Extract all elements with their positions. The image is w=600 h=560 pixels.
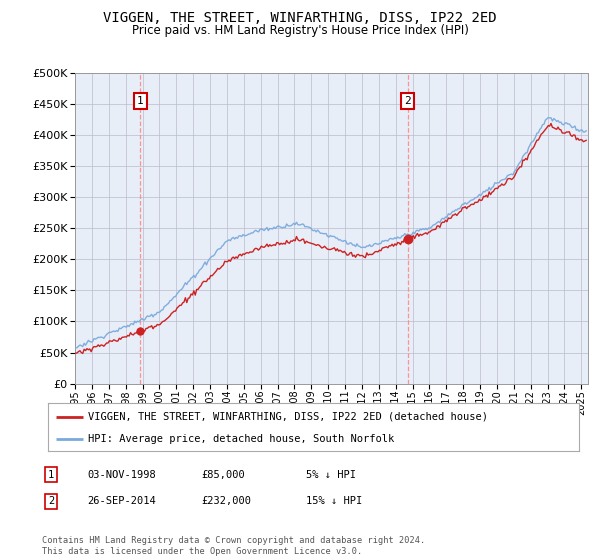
Text: 5% ↓ HPI: 5% ↓ HPI (306, 470, 356, 480)
Text: 1: 1 (137, 96, 144, 106)
Text: VIGGEN, THE STREET, WINFARTHING, DISS, IP22 2ED: VIGGEN, THE STREET, WINFARTHING, DISS, I… (103, 11, 497, 25)
Text: 2: 2 (404, 96, 411, 106)
Text: Price paid vs. HM Land Registry's House Price Index (HPI): Price paid vs. HM Land Registry's House … (131, 24, 469, 36)
Text: 2: 2 (48, 496, 54, 506)
Text: £85,000: £85,000 (201, 470, 245, 480)
Text: Contains HM Land Registry data © Crown copyright and database right 2024.
This d: Contains HM Land Registry data © Crown c… (42, 536, 425, 556)
Text: 03-NOV-1998: 03-NOV-1998 (87, 470, 156, 480)
Text: 1: 1 (48, 470, 54, 480)
Text: 15% ↓ HPI: 15% ↓ HPI (306, 496, 362, 506)
Text: HPI: Average price, detached house, South Norfolk: HPI: Average price, detached house, Sout… (88, 434, 394, 444)
Text: 26-SEP-2014: 26-SEP-2014 (87, 496, 156, 506)
Text: £232,000: £232,000 (201, 496, 251, 506)
Text: VIGGEN, THE STREET, WINFARTHING, DISS, IP22 2ED (detached house): VIGGEN, THE STREET, WINFARTHING, DISS, I… (88, 412, 488, 422)
